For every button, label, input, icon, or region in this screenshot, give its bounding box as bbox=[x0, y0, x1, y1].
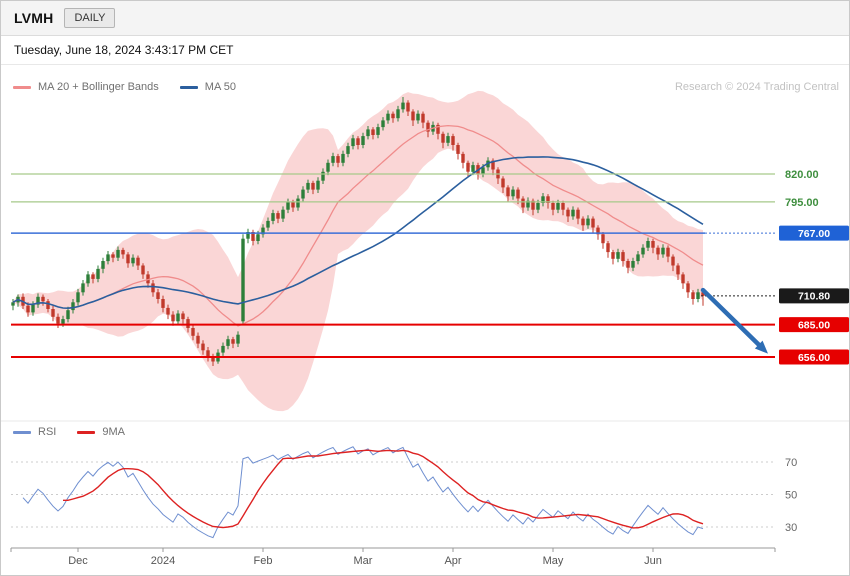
rsi-swatch bbox=[13, 430, 31, 434]
rsi-line bbox=[22, 446, 704, 539]
price-chart: 820.00 795.00 767.00 685.00 656.00 710.80 70 50… bbox=[1, 90, 849, 567]
rsi-axis-label-70: 70 bbox=[785, 457, 797, 469]
svg-text:767.00: 767.00 bbox=[798, 228, 830, 240]
level-label-795.00: 795.00 bbox=[785, 197, 819, 209]
ma20-bb-label: MA 20 + Bollinger Bands bbox=[38, 81, 159, 93]
ma50-label: MA 50 bbox=[204, 81, 236, 93]
time-tick-Apr: Apr bbox=[444, 555, 461, 567]
timeframe-chip[interactable]: DAILY bbox=[64, 8, 116, 28]
svg-text:710.80: 710.80 bbox=[798, 291, 830, 303]
level-label-767.00 bbox=[779, 225, 849, 241]
rsi-axis-label-50: 50 bbox=[785, 490, 797, 502]
level-label-685.00 bbox=[779, 317, 849, 333]
ma50-swatch bbox=[179, 85, 198, 89]
dateline: Tuesday, June 18, 2024 3:43:17 PM CET bbox=[1, 36, 849, 65]
time-tick-May: May bbox=[543, 555, 564, 567]
ma20-line bbox=[12, 124, 704, 327]
last-price-label bbox=[779, 288, 849, 304]
rsi-axis-label-30: 30 bbox=[785, 522, 797, 534]
level-label-820.00: 820.00 bbox=[785, 169, 819, 181]
time-tick-Dec: Dec bbox=[68, 555, 88, 567]
candlesticks bbox=[11, 97, 705, 366]
rsi-ma-swatch bbox=[77, 430, 96, 434]
rsi-label: RSI bbox=[38, 426, 57, 438]
time-tick-Feb: Feb bbox=[254, 555, 273, 567]
ma20-bb-swatch bbox=[13, 85, 31, 89]
time-tick-2024: 2024 bbox=[151, 555, 175, 567]
time-tick-Mar: Mar bbox=[354, 555, 373, 567]
rsi-ma-label: 9MA bbox=[102, 426, 125, 438]
svg-text:656.00: 656.00 bbox=[798, 352, 830, 364]
chart-area: 820.00 795.00 767.00 685.00 656.00 710.80 70 50… bbox=[1, 65, 849, 575]
research-credit: Research © 2024 Trading Central bbox=[674, 81, 839, 93]
rsi-ma-line bbox=[63, 449, 704, 529]
svg-text:685.00: 685.00 bbox=[798, 319, 830, 331]
rsi-legend: RSI 9MA bbox=[13, 426, 139, 438]
level-label-656.00 bbox=[779, 349, 849, 365]
forecast-arrow bbox=[700, 287, 761, 347]
time-tick-Jun: Jun bbox=[644, 555, 662, 567]
titlebar: LVMH DAILY bbox=[1, 1, 849, 36]
main-legend: MA 20 + Bollinger Bands MA 50 Research ©… bbox=[13, 81, 839, 93]
symbol-title: LVMH bbox=[14, 10, 54, 26]
forecast-arrow-head bbox=[754, 340, 768, 354]
ma50-line bbox=[12, 156, 704, 310]
